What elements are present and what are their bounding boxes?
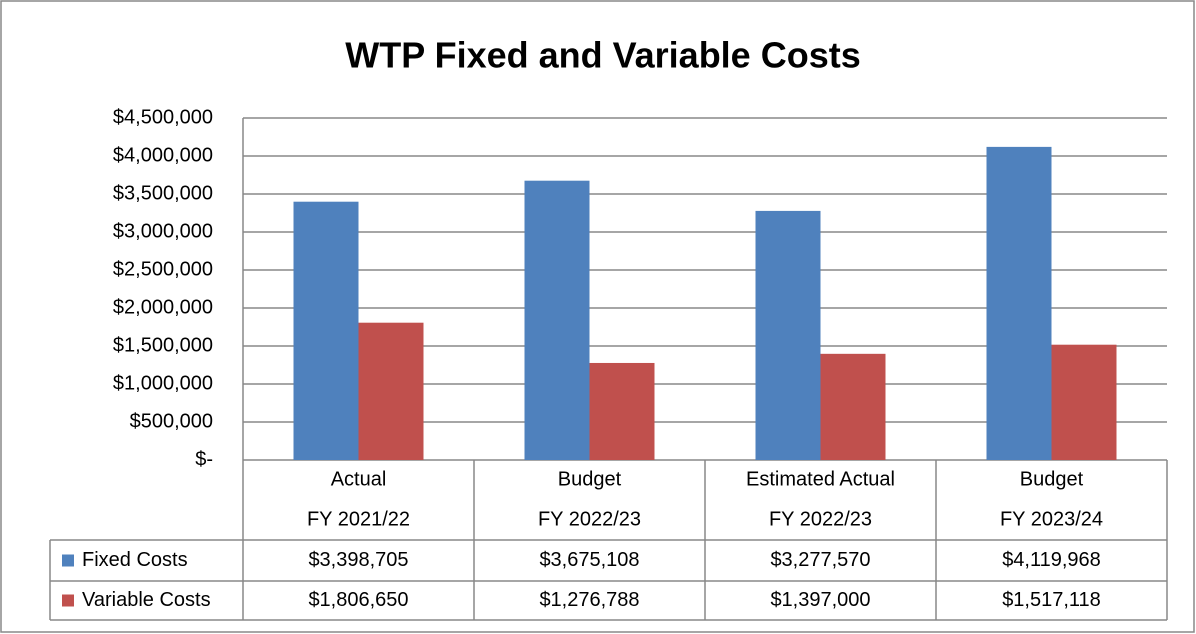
table-value: $3,398,705 [308,549,408,571]
bar [293,201,359,460]
bar [820,353,886,460]
bar [755,210,821,460]
bar [524,180,590,461]
bar [358,322,424,460]
y-tick-label: $3,500,000 [113,182,213,204]
x-tick-label: FY 2022/23 [769,508,872,530]
y-tick-label: $2,500,000 [113,258,213,280]
bar [1051,344,1117,460]
y-tick-label: $4,500,000 [113,106,213,128]
table-value: $1,806,650 [308,589,408,611]
x-tick-label: Budget [1020,468,1084,490]
x-tick-label: FY 2022/23 [538,508,641,530]
y-tick-label: $4,000,000 [113,144,213,166]
table-value: $1,517,118 [1002,589,1101,611]
y-tick-label: $2,000,000 [113,296,213,318]
legend-label: Fixed Costs [82,549,188,571]
table-value: $1,397,000 [770,589,870,611]
y-tick-label: $1,000,000 [113,372,213,394]
table-value: $3,675,108 [539,549,639,571]
table-value: $1,276,788 [539,589,639,611]
x-tick-label: Budget [558,468,622,490]
chart-title: WTP Fixed and Variable Costs [345,35,860,76]
x-tick-label: Estimated Actual [746,468,895,490]
table-value: $4,119,968 [1002,549,1101,571]
legend-label: Variable Costs [82,589,211,611]
bar [986,146,1052,460]
x-tick-label: FY 2023/24 [1000,508,1103,530]
y-tick-label: $- [195,448,213,470]
x-tick-label: FY 2021/22 [307,508,410,530]
x-tick-label: Actual [331,468,387,490]
bar [589,362,655,460]
y-tick-label: $500,000 [130,410,213,432]
legend-key [62,594,74,607]
legend-key [62,554,74,567]
y-tick-label: $3,000,000 [113,220,213,242]
table-value: $3,277,570 [770,549,870,571]
y-tick-label: $1,500,000 [113,334,213,356]
